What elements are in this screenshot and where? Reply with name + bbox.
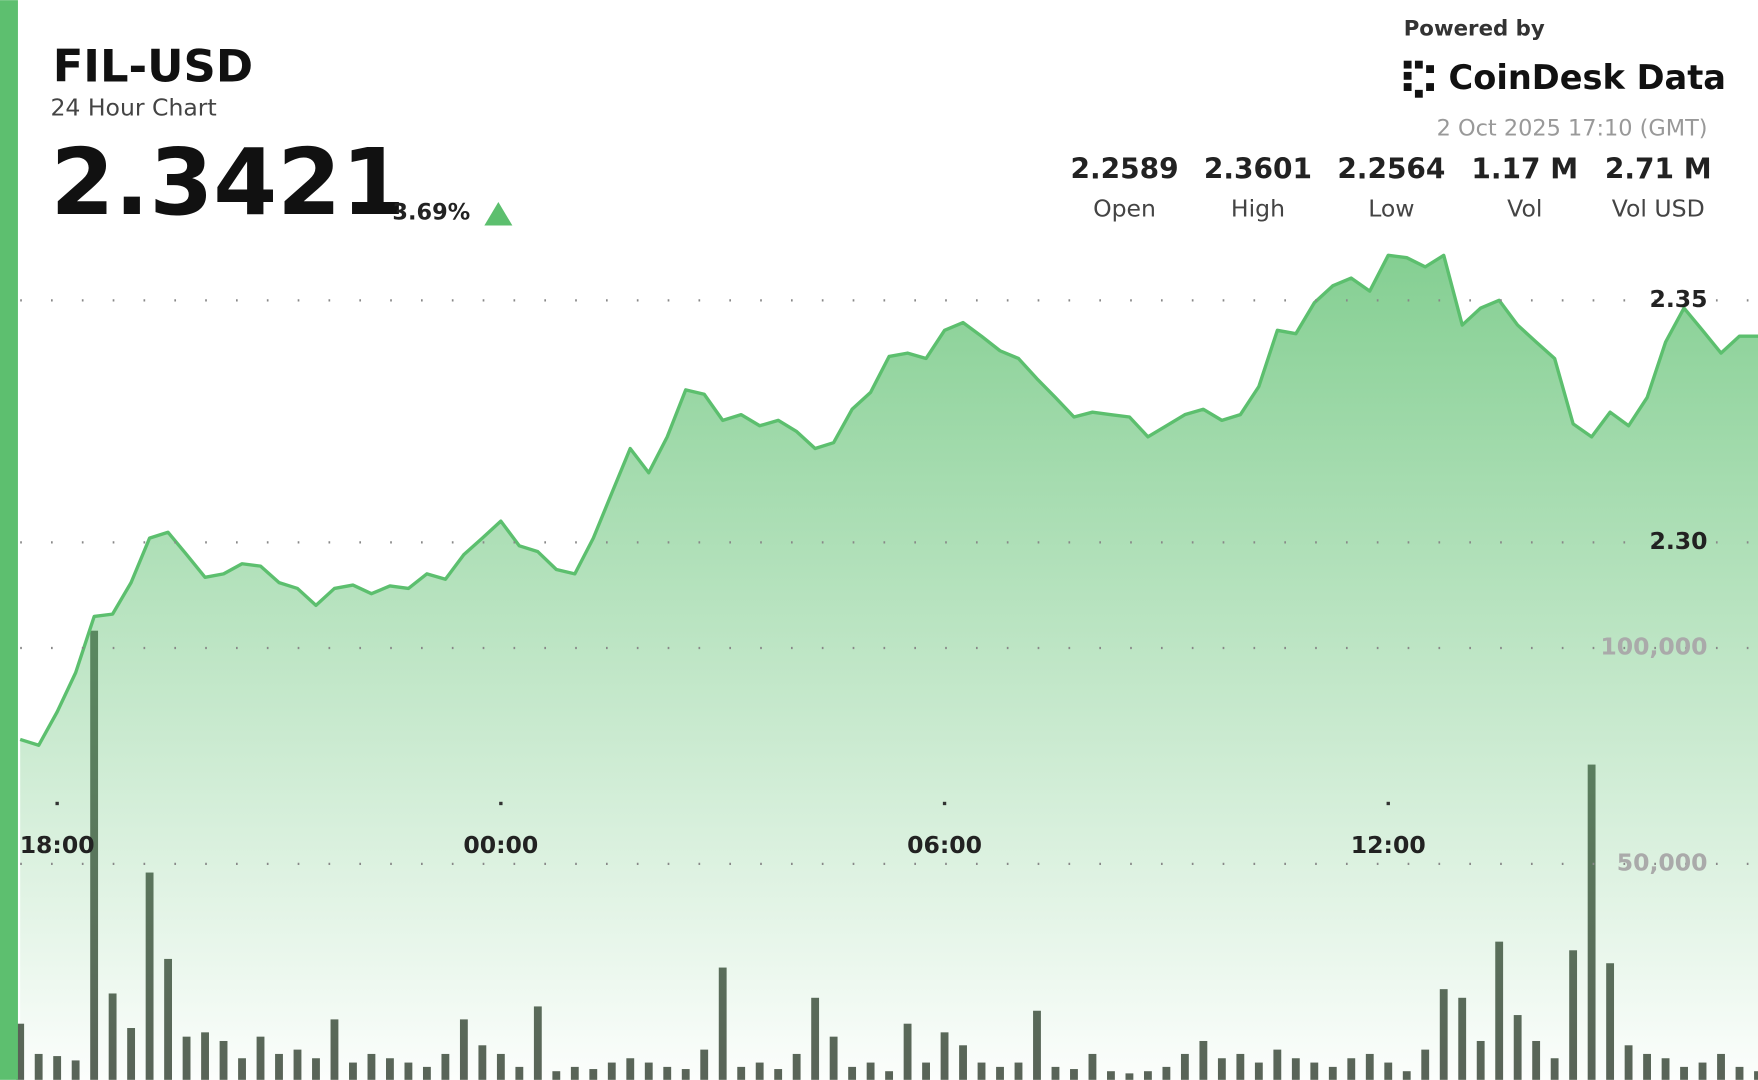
price-area <box>20 255 1758 1080</box>
plot: 2.30 2.35 50,000 100,000 18:00 00:00 06:00 12:0… <box>16 253 1758 1080</box>
y2-tick-label: 100,000 <box>1600 632 1707 660</box>
accent-bar <box>0 0 18 1080</box>
x-tick-mark <box>942 801 947 806</box>
y-tick-label: 2.30 <box>1649 527 1707 555</box>
stat-value: 1.17 M <box>1471 153 1578 186</box>
x-tick-label: 12:00 <box>1351 831 1426 859</box>
x-tick-mark <box>55 801 59 806</box>
stat-label: Vol USD <box>1612 194 1705 222</box>
stats: 2.2589 Open 2.3601 High 2.2564 Low 1.17 M Vol 2.… <box>1070 153 1711 223</box>
timestamp: 2 Oct 2025 17:10 (GMT) <box>1437 116 1708 142</box>
y-tick-label: 2.35 <box>1649 285 1707 313</box>
price: 2.3421 <box>50 129 405 236</box>
x-tick-mark <box>499 801 503 806</box>
brand-logo <box>1403 60 1434 98</box>
stat-value: 2.71 M <box>1605 153 1712 186</box>
stat-label: Low <box>1368 194 1414 222</box>
title: FIL-USD <box>53 40 253 93</box>
up-arrow <box>484 201 513 226</box>
change: 3.69% <box>392 200 470 226</box>
stat-value: 2.3601 <box>1204 153 1312 186</box>
y2-tick-label: 50,000 <box>1617 848 1708 876</box>
powered-by: Powered by <box>1404 16 1545 41</box>
stat-label: High <box>1231 194 1285 222</box>
stat-value: 2.2589 <box>1070 153 1178 186</box>
subtitle: 24 Hour Chart <box>50 93 216 121</box>
stat-value: 2.2564 <box>1337 153 1445 186</box>
price-line <box>19 253 1758 747</box>
x-tick-label: 06:00 <box>907 831 982 859</box>
x-tick-label: 00:00 <box>463 831 538 859</box>
x-tick-mark <box>1386 801 1390 806</box>
brand: CoinDesk Data <box>1449 58 1726 97</box>
x-tick-label: 18:00 <box>20 831 95 859</box>
stat-label: Open <box>1093 194 1156 222</box>
stat-label: Vol <box>1507 194 1542 222</box>
